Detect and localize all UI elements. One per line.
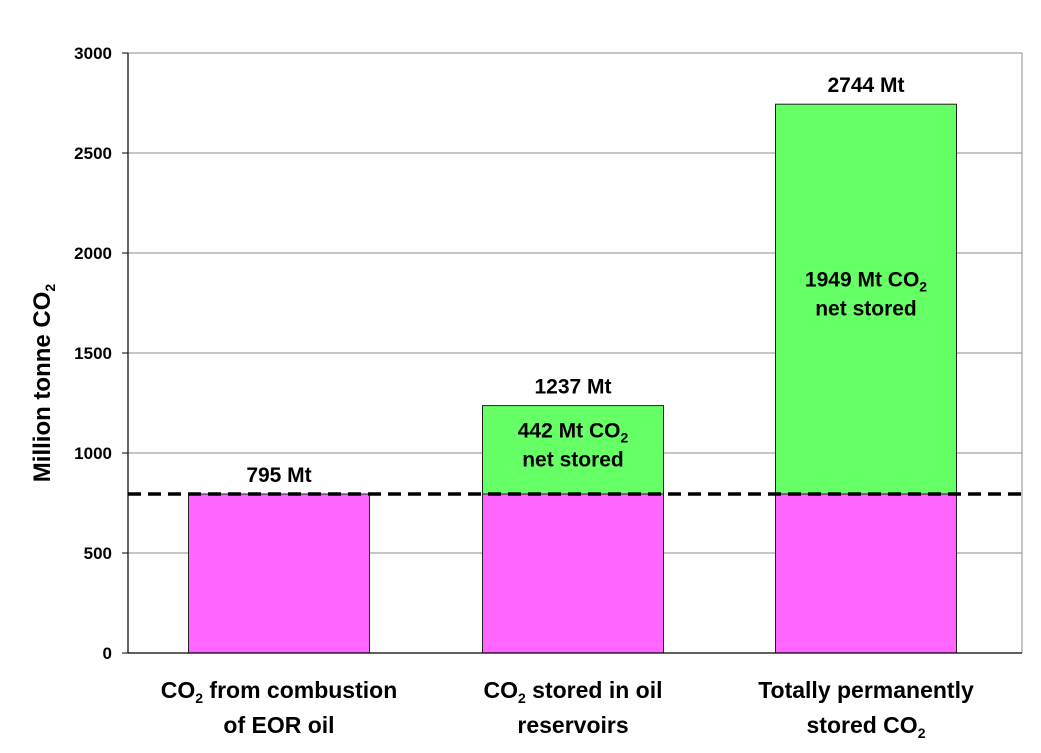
y-tick-label: 3000 [74,44,112,63]
y-axis-title: Million tonne CO2 [29,284,58,483]
category-label: of EOR oil [223,712,334,738]
segment-label: 442 Mt CO2 [518,419,629,445]
category-label: CO2 from combustion [161,677,398,706]
segment-label: net stored [522,448,624,471]
total-label: 1237 Mt [534,376,611,399]
total-label: 795 Mt [246,464,311,487]
category-label: CO2 stored in oil [483,677,662,706]
y-tick-label: 500 [84,544,112,563]
bar-segment-combustion [188,493,370,654]
bar-segment-combustion [775,493,957,654]
y-tick-label: 1500 [74,344,112,363]
y-tick-label: 2000 [74,244,112,263]
bar-segment-net-stored [775,103,957,495]
category-label: Totally permanently [758,677,974,703]
category-label: stored CO2 [807,712,926,741]
category-label: reservoirs [517,712,628,738]
bar-segment-combustion [482,493,664,654]
segment-label: net stored [815,298,917,321]
segment-label: 1949 Mt CO2 [805,269,927,295]
total-label: 2744 Mt [827,74,904,97]
y-tick-label: 0 [103,644,112,663]
y-tick-label: 2500 [74,144,112,163]
y-tick-label: 1000 [74,444,112,463]
